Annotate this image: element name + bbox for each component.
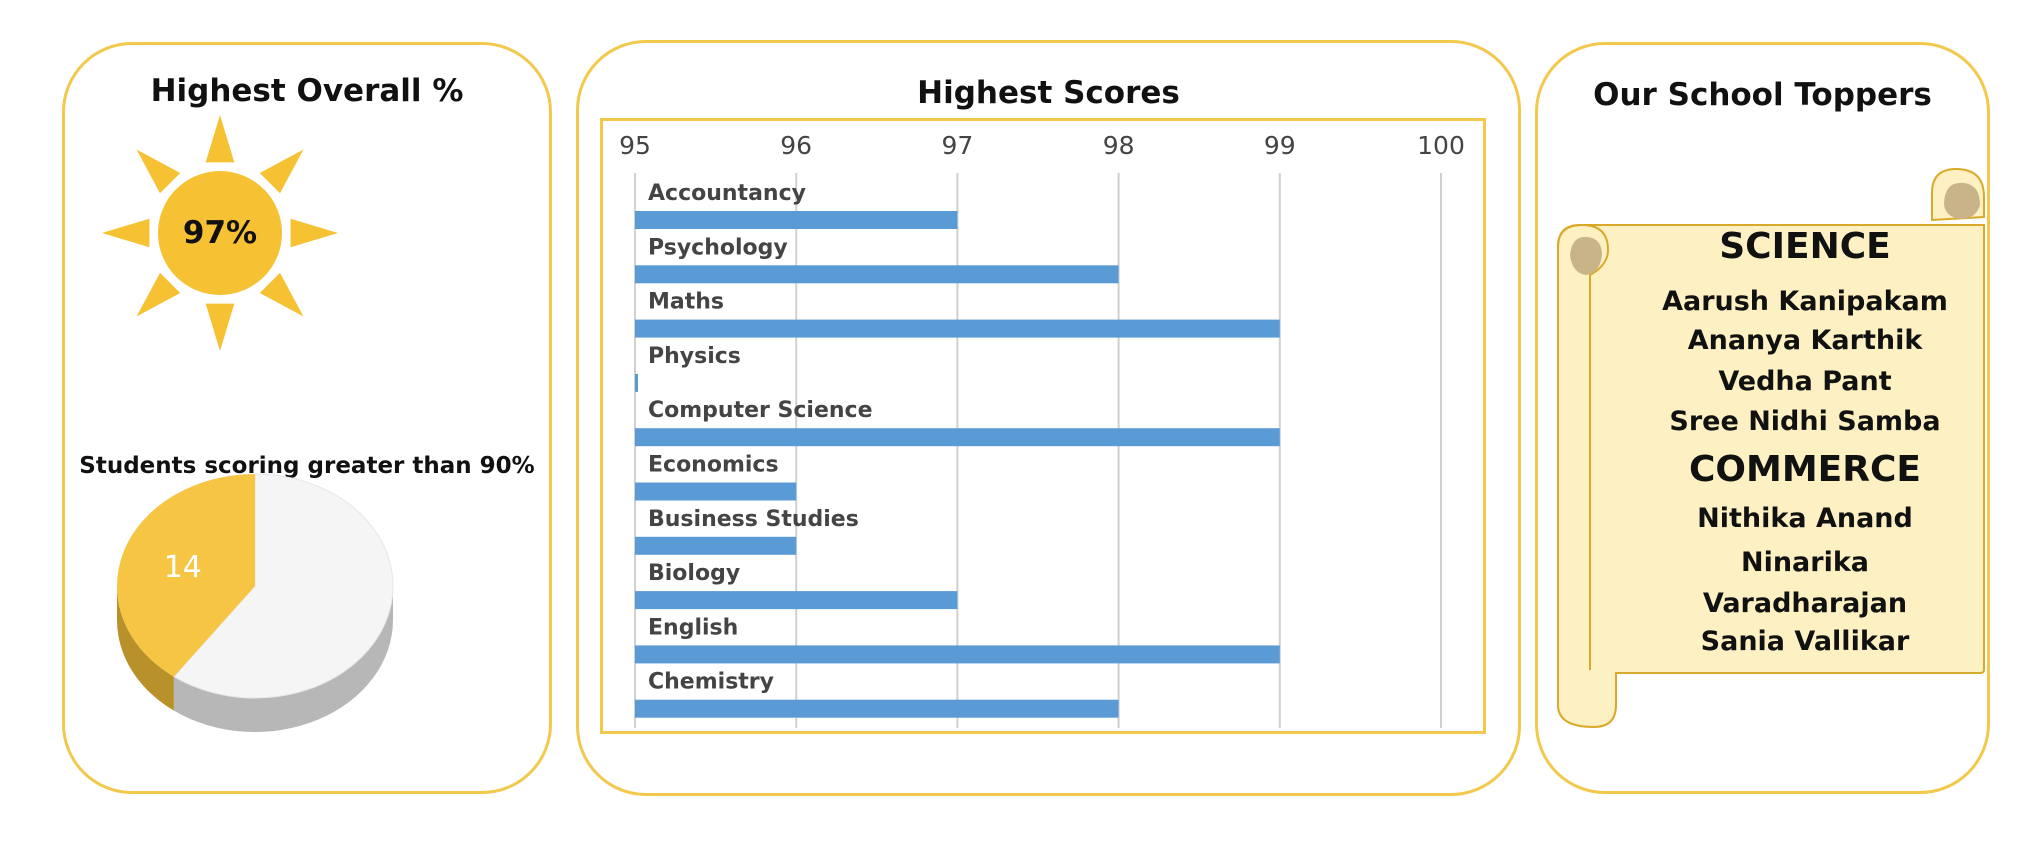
score-bar [635, 319, 1280, 338]
sun-ray [205, 115, 235, 163]
score-bar [635, 211, 958, 229]
pie-slice-others [173, 473, 394, 699]
pie-slice-above-90 [116, 474, 255, 677]
score-bar [635, 265, 1119, 284]
score-bar [635, 699, 1119, 718]
pie-chart: 14 [116, 473, 394, 732]
sun-ray [259, 149, 304, 194]
category-label: Psychology [648, 235, 788, 260]
sun-ray [290, 218, 338, 248]
score-bar [635, 536, 797, 555]
commerce-topper-3: Varadharajan [1702, 588, 1908, 619]
science-topper-4: Sree Nidhi Samba [1669, 406, 1941, 437]
score-bar [635, 482, 797, 501]
sun-ray [136, 149, 181, 194]
commerce-heading: COMMERCE [1689, 449, 1921, 490]
scroll-icon [1557, 167, 1985, 729]
commerce-topper-2: Ninarika [1740, 547, 1870, 578]
sun-ray [136, 272, 181, 317]
score-bar [635, 591, 958, 610]
category-label: Maths [648, 290, 724, 315]
category-label: Economics [648, 453, 779, 478]
commerce-topper-1: Nithika Anand [1697, 503, 1913, 534]
school-toppers-title: Our School Toppers [1593, 77, 1932, 113]
category-label: Physics [648, 344, 741, 369]
score-bar [635, 373, 638, 392]
science-heading: SCIENCE [1719, 226, 1891, 267]
category-label: Biology [648, 561, 740, 586]
science-topper-2: Ananya Karthik [1687, 325, 1923, 356]
highest-scores-bar-chart: 95 96 97 98 99 100 Accountancy Psychology Maths P… [600, 118, 1486, 734]
category-label: Business Studies [648, 507, 859, 532]
sun-ray [102, 218, 150, 248]
pie-caption: Students scoring greater than 90% [79, 453, 535, 479]
x-tick-label: 100 [1417, 131, 1465, 160]
sun-core [158, 171, 282, 295]
commerce-topper-4: Sania Vallikar [1700, 626, 1910, 657]
x-tick-label: 98 [1103, 131, 1135, 160]
pie-side-gray [173, 586, 393, 732]
sun-ray [259, 272, 304, 317]
science-topper-1: Aarush Kanipakam [1662, 286, 1948, 317]
sun-ray [205, 303, 235, 351]
pie-side-gold [117, 586, 174, 711]
category-label: Computer Science [648, 398, 873, 423]
category-label: Accountancy [648, 181, 806, 206]
sun-icon [102, 115, 338, 351]
category-label: English [648, 615, 738, 640]
x-tick-label: 95 [619, 131, 651, 160]
score-bar [635, 428, 1280, 447]
x-tick-label: 96 [780, 131, 812, 160]
x-tick-label: 97 [941, 131, 973, 160]
highest-overall-title: Highest Overall % [150, 73, 464, 109]
pie-slice-label: 14 [164, 550, 202, 585]
x-tick-label: 99 [1264, 131, 1296, 160]
highest-scores-title: Highest Scores [917, 75, 1180, 111]
science-topper-3: Vedha Pant [1718, 366, 1892, 397]
overall-percentage-value: 97% [182, 215, 258, 251]
category-label: Chemistry [648, 670, 774, 695]
score-bar [635, 645, 1280, 664]
